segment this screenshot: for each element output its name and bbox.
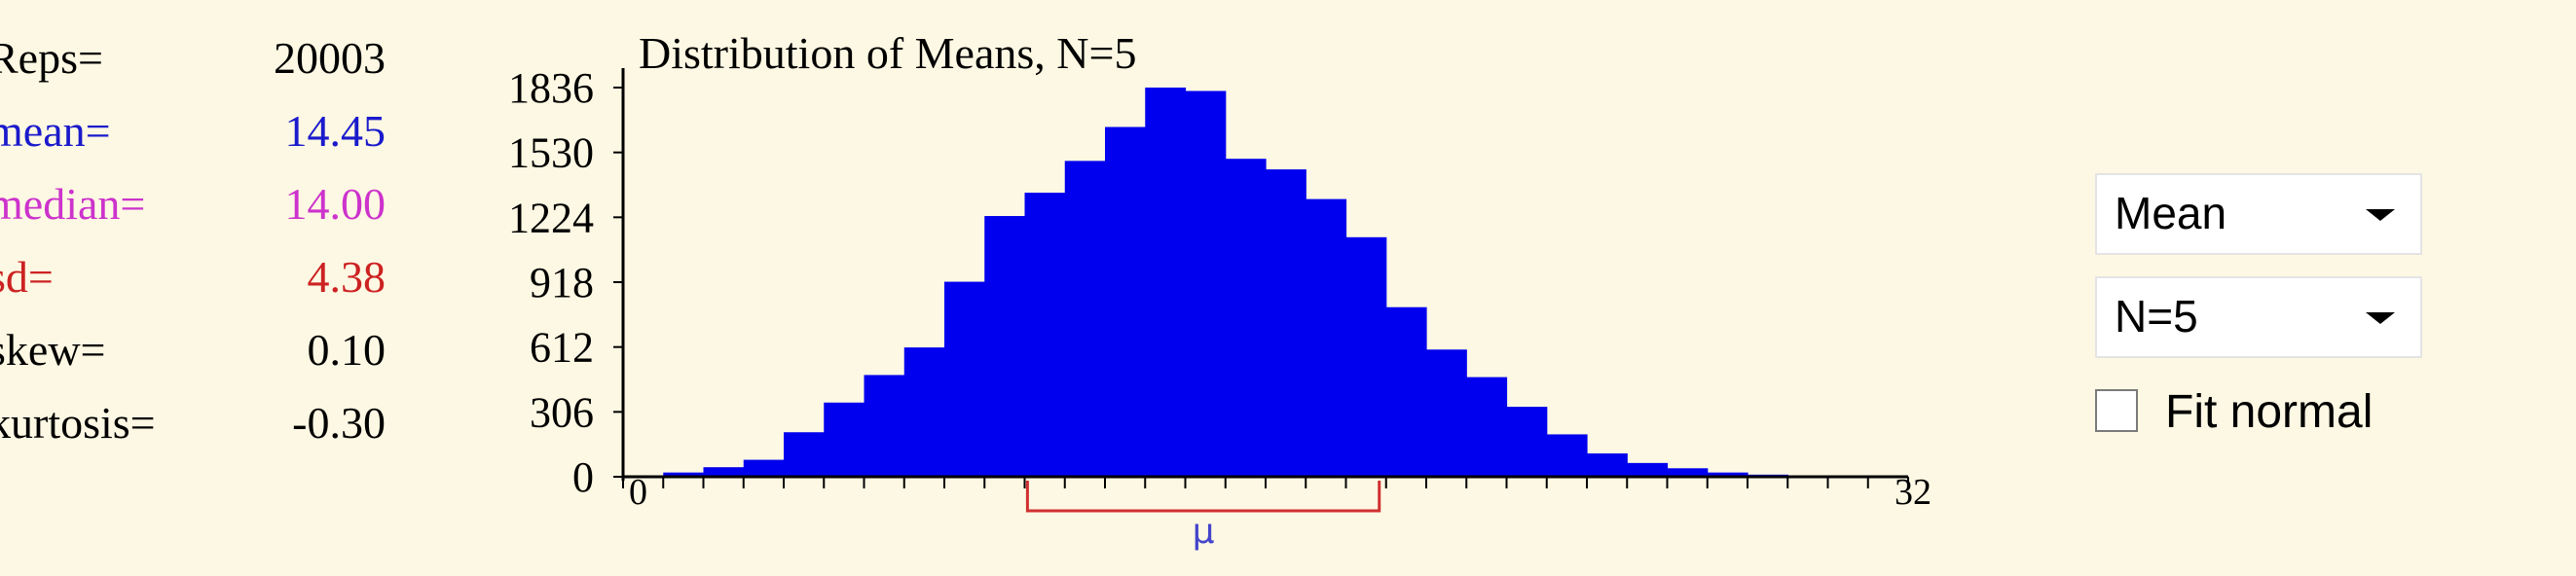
y-tick-label: 1836 [508,64,594,112]
mean-marker-label: μ [1193,512,1215,552]
chevron-down-icon [2366,209,2395,221]
histogram-bar [1306,198,1347,477]
stat-label-median: median= [0,179,146,229]
stat-value-median: 14.00 [284,179,386,229]
histogram-bar [1426,349,1467,477]
stat-row-mean: mean= 14.45 [0,94,409,167]
histogram-bar [703,467,745,477]
histogram-bar [944,281,985,477]
y-tick-label: 918 [530,259,594,306]
stat-row-kurtosis: kurtosis= -0.30 [0,386,409,459]
stat-value-reps: 20003 [274,33,386,83]
histogram-bar [864,375,905,477]
histogram-bar [824,402,865,477]
histogram-bar [1105,126,1146,477]
histogram-bar [984,216,1026,478]
histogram-bar [1266,169,1306,477]
histogram-bar [1587,453,1628,477]
histogram-bar [1506,407,1548,477]
histogram-bar [1145,88,1187,477]
sample-size-select[interactable]: N=5 [2095,276,2422,358]
y-tick-label: 306 [530,388,594,436]
stat-row-sd: sd= 4.38 [0,240,409,313]
histogram-bar [1225,159,1267,477]
chart-title: Distribution of Means, N=5 [639,28,1136,78]
chevron-down-icon [2366,312,2395,324]
statistic-select[interactable]: Mean [2095,173,2422,255]
histogram-bar [1466,377,1508,477]
sample-size-select-value: N=5 [2115,291,2198,342]
x-tick-label: 32 [1895,472,1932,513]
mean-sd-bracket [1025,481,1381,513]
y-tick-label: 1530 [508,129,594,177]
histogram-bar [1707,472,1748,477]
stat-row-skew: skew= 0.10 [0,313,409,386]
histogram-bar [743,459,785,477]
histogram-bar [1546,434,1588,477]
y-tick-label: 612 [530,324,594,372]
y-tick-label: 0 [572,453,594,501]
stat-value-kurtosis: -0.30 [292,398,386,448]
histogram-bar [663,472,705,477]
stat-value-mean: 14.45 [284,106,386,156]
stat-value-sd: 4.38 [307,252,386,302]
stat-row-reps: Reps= 20003 [0,21,409,94]
histogram-bar [1385,306,1427,477]
histogram-bar [1627,462,1669,477]
stat-value-skew: 0.10 [307,325,386,375]
histogram-bar [1064,161,1106,477]
fit-normal-label: Fit normal [2165,386,2374,438]
stat-label-kurtosis: kurtosis= [0,398,156,448]
stat-label-sd: sd= [0,252,54,302]
stat-label-mean: mean= [0,106,111,156]
stat-label-skew: skew= [0,325,106,375]
statistic-select-value: Mean [2115,188,2227,238]
histogram-bar [1667,468,1709,477]
stat-row-median: median= 14.00 [0,167,409,240]
fit-normal-checkbox[interactable] [2095,389,2138,432]
histogram-bar [1024,193,1066,477]
stat-label-reps: Reps= [0,33,103,83]
histogram-bar [1185,90,1227,477]
y-tick-label: 1224 [508,194,594,241]
histogram-bar [784,432,825,477]
x-tick-label: 0 [629,472,647,513]
statistics-panel: Reps=20003mean=14.45median=14.00sd=4.38s… [0,21,409,459]
histogram-bar [903,347,945,477]
histogram-bar [1345,236,1387,477]
